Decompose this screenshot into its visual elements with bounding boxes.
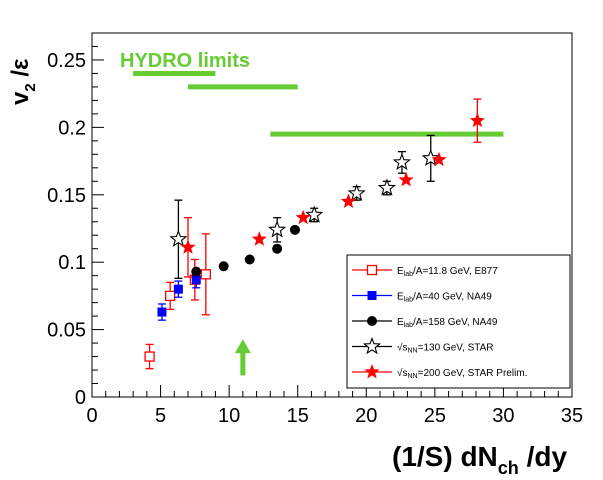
data-point-filled-circle <box>191 266 202 277</box>
legend-label-sub: lab <box>404 297 413 304</box>
data-point-filled-star <box>469 112 485 128</box>
y-tick-label: 0.2 <box>58 117 86 139</box>
x-axis-title-main: (1/S) dN <box>392 441 498 472</box>
x-tick-label: 35 <box>561 405 583 427</box>
y-tick-label: 0.05 <box>47 320 86 342</box>
data-point-filled-circle <box>244 254 255 265</box>
data-point-filled-square <box>173 284 183 294</box>
y-axis-title: v2 /ε <box>7 59 39 105</box>
data-point-filled-star <box>251 231 267 246</box>
green-arrow-head <box>234 339 251 354</box>
y-axis-title-subscript: 2 <box>22 83 39 91</box>
data-point-open-square <box>144 351 155 362</box>
data-point-open-square <box>200 269 211 280</box>
legend-label-post: /A=158 GeV, NA49 <box>413 317 498 328</box>
data-point-open-star <box>305 205 324 223</box>
data-point-open-square <box>165 290 176 302</box>
legend-label-sub: lab <box>404 271 413 278</box>
legend-marker-filled-star <box>364 364 380 379</box>
y-tick-label: 0 <box>75 387 86 409</box>
legend-label: √sNN=200 GeV, STAR Prelim. <box>397 367 527 380</box>
x-tick-label: 20 <box>355 405 377 427</box>
legend-label-pre: √s <box>397 342 408 354</box>
data-point-filled-star <box>180 239 196 254</box>
axis-titles: (1/S) dNch /dy v2 /ε <box>7 59 567 478</box>
legend-label: Elab/A=40 GeV, NA49 <box>397 292 492 304</box>
y-tick-label: 0.25 <box>47 50 86 72</box>
legend-label: √sNN=130 GeV, STAR <box>397 342 494 355</box>
legend-label-sub: lab <box>404 322 413 329</box>
data-point-open-star <box>347 183 366 202</box>
legend-label-post: =200 GeV, STAR Prelim. <box>418 368 528 379</box>
x-tick-label: 25 <box>424 405 446 427</box>
data-layer <box>144 98 485 376</box>
x-tick-label: 10 <box>218 405 240 427</box>
data-point-open-star <box>377 178 396 196</box>
data-point-open-star <box>392 152 412 171</box>
data-point-filled-square <box>157 307 167 317</box>
legend-marker-open-square <box>366 264 378 276</box>
data-point-filled-square <box>191 275 201 285</box>
x-tick-label: 0 <box>86 405 97 427</box>
legend-label-pre: E <box>397 292 404 303</box>
legend-label: Elab/A=158 GeV, NA49 <box>397 317 498 329</box>
legend-label: Elab/A=11.8 GeV, E877 <box>397 266 498 278</box>
legend-label-pre: E <box>397 317 404 328</box>
hydro-limits-label: HYDRO limits <box>120 50 250 72</box>
data-point-filled-star <box>295 209 311 225</box>
x-axis-title: (1/S) dNch /dy <box>392 441 567 478</box>
hydro-limits-layer: HYDRO limits <box>120 50 504 137</box>
data-point-filled-star <box>398 171 414 187</box>
x-axis-title-subscript: ch <box>498 458 519 478</box>
legend-label-post: /A=40 GeV, NA49 <box>413 292 492 303</box>
plot-frame-layer: 0 5 10 15 20 25 30 35 0 0.05 0.1 0.15 0.2 0.25 <box>47 32 583 427</box>
y-axis-title-tail: /ε <box>7 59 34 84</box>
y-tick-label: 0.15 <box>47 185 86 207</box>
data-point-filled-star <box>340 193 357 208</box>
data-point-filled-circle <box>272 243 283 254</box>
data-point-filled-star <box>431 151 447 167</box>
legend-label-pre: √s <box>397 367 408 379</box>
x-tick-label: 5 <box>155 405 166 427</box>
legend-label-sub: NN <box>408 373 418 380</box>
data-point-filled-circle <box>289 224 300 235</box>
x-axis-title-tail: /dy <box>519 441 568 472</box>
plot-frame <box>91 32 573 398</box>
data-point-open-star <box>268 220 287 238</box>
data-point-open-star <box>169 229 188 247</box>
legend-marker-filled-square <box>367 291 377 300</box>
data-point-open-star <box>421 148 440 167</box>
y-axis-title-main: v <box>7 91 34 105</box>
data-point-filled-circle <box>218 261 229 272</box>
y-tick-label: 0.1 <box>58 252 86 274</box>
legend-label-pre: E <box>397 266 404 277</box>
legend-marker-open-star <box>362 336 382 355</box>
legend-label-post: =130 GeV, STAR <box>418 343 494 354</box>
x-tick-label: 15 <box>287 405 309 427</box>
x-tick-label: 30 <box>492 405 514 427</box>
legend-label-post: /A=11.8 GeV, E877 <box>413 266 498 277</box>
legend-marker-filled-circle <box>367 316 377 326</box>
legend-label-sub: NN <box>408 348 418 355</box>
